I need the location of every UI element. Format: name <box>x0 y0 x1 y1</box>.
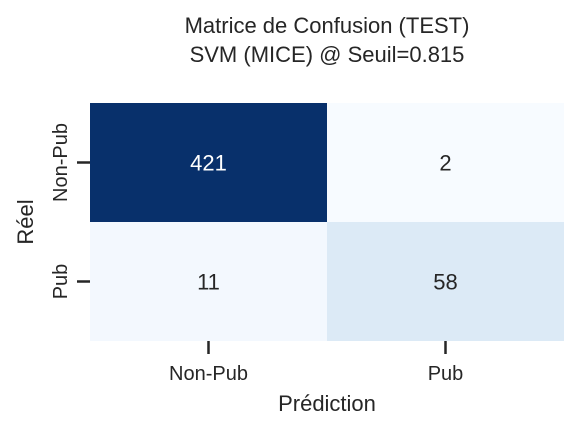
cell-value-label-0-1: 2 <box>439 151 451 176</box>
heatmap-cell-1-1 <box>327 222 564 341</box>
axis-ticks: Non-Pub Pub Non-Pub Pub <box>50 123 463 385</box>
chart-title-line-2: SVM (MICE) @ Seuil=0.815 <box>190 42 465 67</box>
heatmap-cell-0-0 <box>90 103 327 222</box>
cell-value-label-1-0: 11 <box>197 270 220 295</box>
chart-title: Matrice de Confusion (TEST) SVM (MICE) @… <box>185 13 470 67</box>
heatmap-cells: 421 2 11 58 <box>90 103 564 341</box>
cell-value-label-0-0: 421 <box>190 151 227 176</box>
chart-title-line-1: Matrice de Confusion (TEST) <box>185 13 470 38</box>
x-axis-label: Prédiction <box>278 391 376 416</box>
heatmap-cell-1-0 <box>90 222 327 341</box>
x-tick-label-1: Pub <box>428 363 464 385</box>
heatmap-cell-0-1 <box>327 103 564 222</box>
x-tick-label-0: Non-Pub <box>169 363 248 385</box>
y-tick-label-0: Non-Pub <box>50 123 72 202</box>
y-tick-label-1: Pub <box>50 264 72 300</box>
cell-value-label-1-1: 58 <box>433 270 457 295</box>
y-axis-label: Réel <box>13 199 38 244</box>
